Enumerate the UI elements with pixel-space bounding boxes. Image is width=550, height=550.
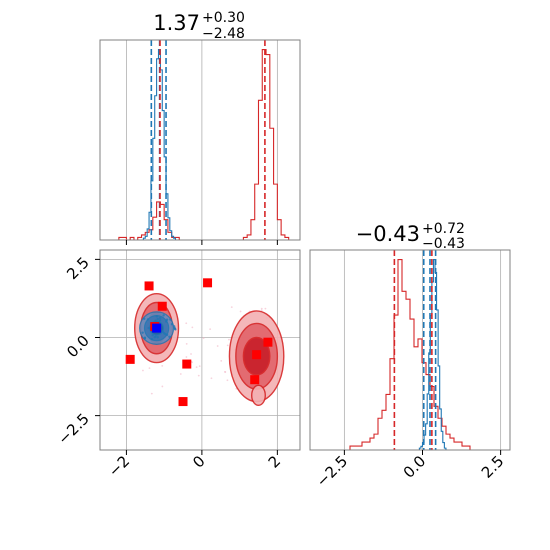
- joint-faint-sample: [210, 377, 213, 380]
- joint-faint-sample: [191, 326, 194, 329]
- joint-faint-sample: [185, 343, 188, 345]
- joint-blue-sample: [155, 315, 158, 318]
- joint-blue-sample: [158, 316, 162, 320]
- joint-faint-sample: [228, 338, 230, 341]
- joint-red-marker-9: [250, 375, 260, 385]
- joint-blue-sample: [162, 314, 165, 317]
- joint-blue-sample: [170, 323, 174, 326]
- joint-faint-sample: [142, 369, 144, 372]
- joint-blue-sample: [165, 333, 169, 337]
- joint-blue-sample: [174, 328, 177, 331]
- joint-red-marker-5: [182, 359, 192, 369]
- joint-red-marker-7: [252, 350, 262, 360]
- joint-faint-sample: [179, 373, 182, 375]
- joint-faint-sample: [161, 364, 164, 367]
- joint-blue-sample: [156, 336, 159, 339]
- joint-blue-sample: [146, 318, 150, 321]
- joint-red-marker-8: [263, 337, 273, 347]
- hist-param1-panel: 1.37 +0.30 −2.48: [99, 10, 301, 245]
- joint-blue-sample: [143, 336, 147, 339]
- joint-faint-sample: [161, 385, 164, 388]
- hist-param2-x-tick-label-2: 2.5: [478, 452, 508, 482]
- joint-red-marker-0: [144, 281, 154, 291]
- joint-blue-sample: [169, 318, 172, 321]
- joint-blue-sample: [150, 338, 154, 341]
- param2-title-lower: −0.43: [422, 236, 465, 252]
- joint-y-tick-label-0: 2.5: [63, 253, 93, 283]
- hist-param1-red-series: [100, 48, 300, 240]
- joint-blue-sample: [168, 335, 171, 338]
- joint-blue-sample: [161, 330, 165, 334]
- joint-panel: −2 0 2 2.5 0.0 −2.5: [54, 249, 301, 480]
- joint-red-contour-b-tail: [250, 384, 266, 407]
- param2-title-value: −0.43: [356, 222, 420, 246]
- hist-param1-ticks: [125, 240, 278, 245]
- joint-faint-sample: [198, 365, 201, 368]
- hist-param2-frame: [309, 249, 511, 451]
- joint-y-tick-label-2: −2.5: [54, 410, 92, 448]
- hist-param2-red-series: [310, 258, 510, 450]
- joint-faint-sample: [264, 307, 267, 310]
- joint-blue-sample: [153, 336, 156, 339]
- joint-blue-sample: [172, 325, 176, 328]
- joint-faint-sample: [239, 310, 242, 313]
- joint-blue-marker-0: [152, 323, 162, 333]
- joint-data: [125, 278, 285, 407]
- joint-red-marker-1: [203, 278, 213, 288]
- param1-title-upper: +0.30: [202, 10, 245, 26]
- hist-param1-data: [100, 40, 300, 240]
- joint-x-tick-label-1: 0: [189, 452, 208, 471]
- param1-title-value: 1.37: [153, 11, 200, 35]
- joint-faint-sample: [220, 359, 223, 362]
- joint-y-tick-label-1: 0.0: [63, 332, 93, 362]
- param2-title-upper: +0.72: [422, 221, 465, 237]
- param1-title-lower: −2.48: [202, 26, 245, 42]
- joint-red-marker-4: [125, 354, 135, 364]
- hist-param2-ticks: −2.5 0.0 2.5: [313, 450, 508, 491]
- joint-x-tick-label-2: 2: [265, 452, 284, 471]
- joint-faint-sample: [224, 371, 227, 373]
- joint-blue-sample: [154, 319, 157, 322]
- joint-faint-sample: [216, 345, 219, 347]
- joint-faint-sample: [197, 374, 200, 377]
- joint-blue-sample: [151, 333, 154, 337]
- joint-faint-sample: [226, 379, 229, 382]
- joint-faint-sample: [226, 344, 229, 347]
- joint-faint-sample: [150, 392, 153, 395]
- hist-param2-panel: −2.5 0.0 2.5 −0.43 +0.72 −0.43: [309, 221, 511, 491]
- joint-faint-sample: [185, 322, 188, 325]
- joint-x-tick-label-0: −2: [105, 452, 133, 480]
- joint-blue-sample: [156, 317, 159, 321]
- joint-faint-sample: [260, 309, 263, 312]
- hist-param2-x-tick-label-1: 0.0: [400, 452, 430, 482]
- joint-faint-sample: [195, 366, 198, 369]
- joint-blue-sample: [141, 331, 144, 334]
- joint-faint-sample: [148, 367, 151, 370]
- joint-faint-sample: [230, 306, 233, 308]
- joint-blue-sample: [165, 318, 169, 321]
- hist-param2-data: [310, 250, 510, 450]
- joint-faint-sample: [209, 328, 212, 331]
- joint-faint-sample: [260, 307, 263, 310]
- hist-param1-frame: [99, 39, 301, 241]
- joint-faint-sample: [190, 353, 192, 355]
- hist-param2-x-tick-label-0: −2.5: [313, 452, 351, 490]
- joint-faint-sample: [185, 356, 188, 358]
- joint-red-marker-6: [178, 397, 188, 407]
- joint-faint-sample: [202, 337, 205, 340]
- joint-blue-sample: [142, 317, 146, 320]
- joint-red-marker-2: [157, 301, 167, 311]
- joint-frame: [99, 249, 301, 451]
- joint-blue-sample: [147, 326, 150, 330]
- joint-blue-sample: [158, 319, 162, 322]
